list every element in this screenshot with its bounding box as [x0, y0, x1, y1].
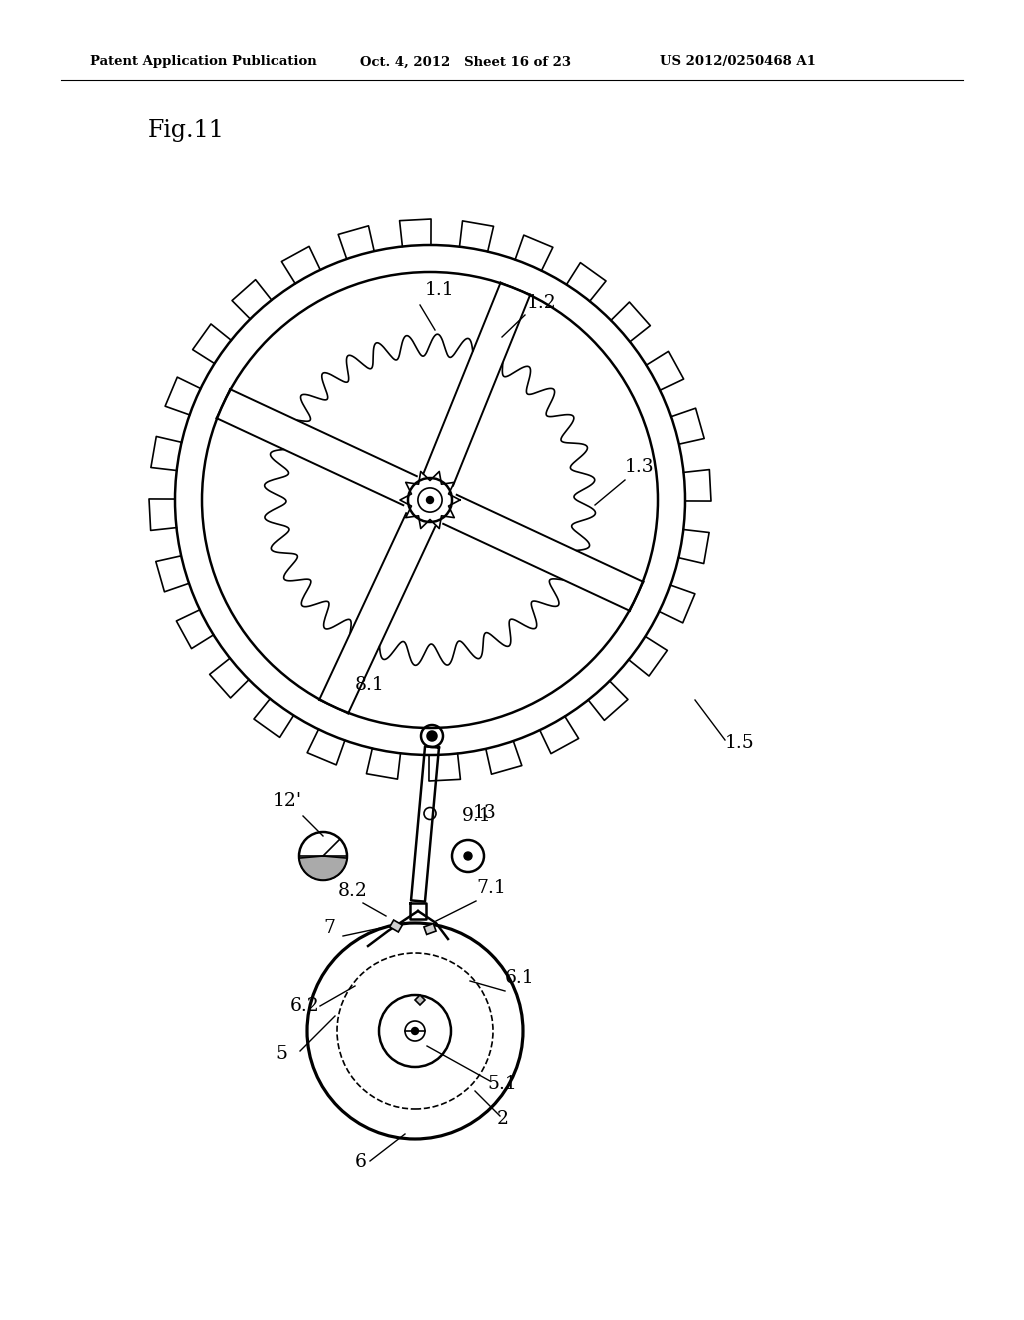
Text: Fig.11: Fig.11: [148, 119, 225, 141]
Text: 12': 12': [273, 792, 302, 810]
Text: Patent Application Publication: Patent Application Publication: [90, 55, 316, 69]
Text: 1.2: 1.2: [527, 294, 557, 312]
Text: 7.1: 7.1: [476, 879, 506, 898]
Text: 1.1: 1.1: [425, 281, 455, 300]
Circle shape: [427, 731, 436, 741]
Text: US 2012/0250468 A1: US 2012/0250468 A1: [660, 55, 816, 69]
Text: 8.1: 8.1: [355, 676, 385, 694]
Text: 5.1: 5.1: [487, 1074, 517, 1093]
Text: 6.2: 6.2: [290, 997, 319, 1015]
Circle shape: [427, 496, 433, 503]
Text: Oct. 4, 2012   Sheet 16 of 23: Oct. 4, 2012 Sheet 16 of 23: [360, 55, 571, 69]
Text: 6: 6: [355, 1152, 367, 1171]
Text: 5: 5: [275, 1045, 287, 1063]
Text: 13: 13: [473, 804, 497, 822]
Text: 9.1: 9.1: [462, 807, 492, 825]
Polygon shape: [415, 995, 425, 1005]
Polygon shape: [390, 920, 402, 932]
Wedge shape: [299, 855, 347, 880]
Text: 1.5: 1.5: [725, 734, 755, 752]
Polygon shape: [424, 924, 436, 935]
Text: 7: 7: [323, 919, 335, 937]
Text: 1.3: 1.3: [625, 458, 654, 477]
Text: 8.2: 8.2: [338, 882, 368, 900]
Text: 6.1: 6.1: [505, 969, 535, 987]
Text: 2: 2: [497, 1110, 509, 1129]
Circle shape: [464, 851, 472, 861]
Circle shape: [412, 1027, 419, 1035]
